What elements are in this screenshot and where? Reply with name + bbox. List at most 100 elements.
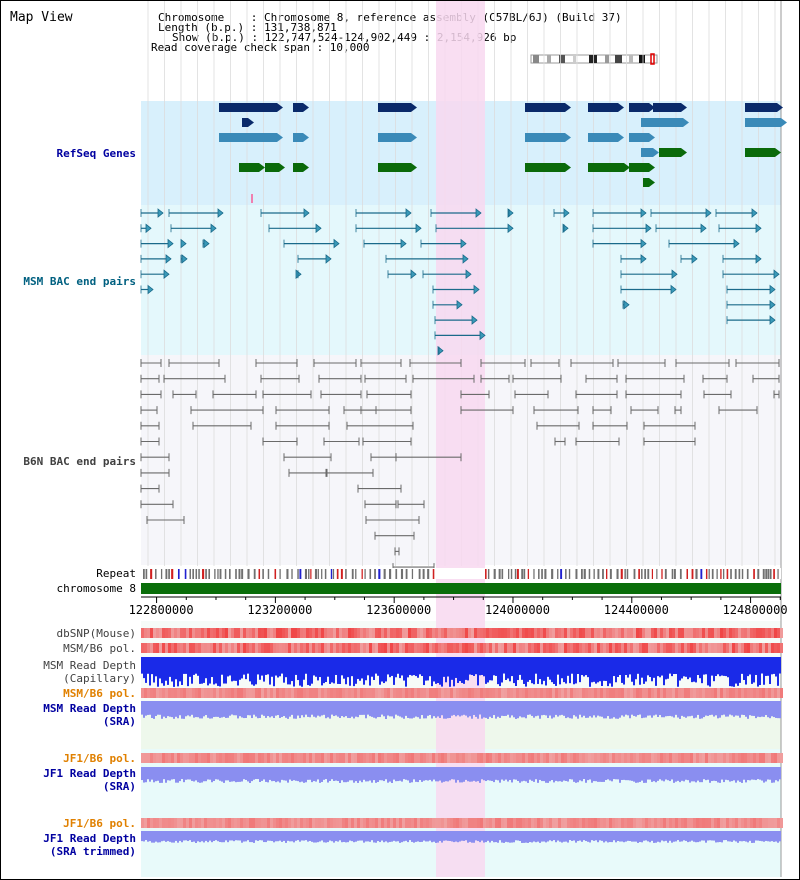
repeat-element[interactable]	[150, 569, 153, 579]
msm-read-depth-cap-bar[interactable]	[557, 657, 559, 675]
dbsnp-cell[interactable]	[231, 628, 234, 638]
msm-b6-pol-cell[interactable]	[639, 643, 642, 653]
msm-read-depth-cap-bar[interactable]	[451, 657, 453, 680]
msm-read-depth-cap-bar[interactable]	[337, 657, 339, 684]
gene-strand-arrow[interactable]	[683, 118, 689, 127]
msm-b6-pol-sra-cell[interactable]	[258, 688, 261, 698]
jf1-b6-pol-cell[interactable]	[684, 753, 687, 763]
jf1-b6-pol-trim-cell[interactable]	[738, 818, 741, 828]
jf1-b6-pol-cell[interactable]	[747, 753, 750, 763]
b6n-bac-end[interactable]	[288, 468, 327, 477]
repeat-element[interactable]	[741, 569, 744, 579]
jf1-read-depth-sra-bar[interactable]	[257, 767, 259, 780]
msm-read-depth-sra-bar[interactable]	[565, 701, 567, 719]
dbsnp-cell[interactable]	[216, 628, 219, 638]
msm-read-depth-cap-bar[interactable]	[397, 657, 399, 674]
msm-read-depth-sra-bar[interactable]	[463, 701, 465, 715]
msm-read-depth-sra-bar[interactable]	[709, 701, 711, 716]
jf1-read-depth-sra-bar[interactable]	[591, 767, 593, 783]
dbsnp-cell[interactable]	[150, 628, 153, 638]
msm-b6-pol-sra-cell[interactable]	[522, 688, 525, 698]
msm-read-depth-sra-bar[interactable]	[641, 701, 643, 719]
jf1-b6-pol-trim-cell[interactable]	[408, 818, 411, 828]
jf1-read-depth-trim-bar[interactable]	[651, 831, 653, 841]
repeat-element[interactable]	[253, 569, 256, 579]
repeat-element[interactable]	[541, 569, 543, 579]
msm-b6-pol-cell[interactable]	[147, 643, 150, 653]
jf1-read-depth-sra-bar[interactable]	[335, 767, 337, 781]
dbsnp-cell[interactable]	[330, 628, 333, 638]
msm-b6-pol-cell[interactable]	[372, 643, 375, 653]
msm-b6-pol-sra-cell[interactable]	[396, 688, 399, 698]
msm-read-depth-sra-bar[interactable]	[447, 701, 449, 719]
msm-b6-pol-sra-cell[interactable]	[495, 688, 498, 698]
dbsnp-cell[interactable]	[510, 628, 513, 638]
jf1-read-depth-sra-bar[interactable]	[777, 767, 779, 782]
repeat-element[interactable]	[314, 569, 317, 579]
dbsnp-cell[interactable]	[252, 628, 255, 638]
msm-read-depth-cap-bar[interactable]	[691, 657, 693, 683]
jf1-read-depth-trim-bar[interactable]	[691, 831, 693, 841]
msm-read-depth-sra-bar[interactable]	[143, 701, 145, 718]
jf1-read-depth-trim-bar[interactable]	[755, 831, 757, 841]
jf1-read-depth-sra-bar[interactable]	[627, 767, 629, 781]
jf1-read-depth-trim-bar[interactable]	[635, 831, 637, 842]
jf1-b6-pol-trim-cell[interactable]	[171, 818, 174, 828]
jf1-read-depth-sra-bar[interactable]	[477, 767, 479, 782]
jf1-read-depth-sra-bar[interactable]	[503, 767, 505, 781]
msm-read-depth-sra-bar[interactable]	[659, 701, 661, 716]
jf1-read-depth-trim-bar[interactable]	[759, 831, 761, 841]
jf1-b6-pol-trim-cell[interactable]	[723, 818, 726, 828]
msm-b6-pol-sra-cell[interactable]	[462, 688, 465, 698]
jf1-read-depth-trim-bar[interactable]	[773, 831, 775, 842]
jf1-read-depth-trim-bar[interactable]	[617, 831, 619, 841]
msm-b6-pol-cell[interactable]	[213, 643, 216, 653]
dbsnp-cell[interactable]	[414, 628, 417, 638]
dbsnp-cell[interactable]	[636, 628, 639, 638]
msm-read-depth-sra-bar[interactable]	[509, 701, 511, 718]
jf1-read-depth-sra-bar[interactable]	[655, 767, 657, 783]
msm-read-depth-cap-bar[interactable]	[709, 657, 711, 687]
msm-b6-pol-cell[interactable]	[192, 643, 195, 653]
jf1-read-depth-trim-bar[interactable]	[593, 831, 595, 841]
jf1-read-depth-trim-bar[interactable]	[729, 831, 731, 842]
repeat-element[interactable]	[523, 569, 526, 579]
msm-b6-pol-sra-cell[interactable]	[558, 688, 561, 698]
msm-read-depth-sra-bar[interactable]	[759, 701, 761, 718]
msm-b6-pol-cell[interactable]	[381, 643, 384, 653]
jf1-b6-pol-cell[interactable]	[312, 753, 315, 763]
msm-read-depth-sra-bar[interactable]	[707, 701, 709, 716]
msm-b6-pol-cell[interactable]	[489, 643, 492, 653]
msm-b6-pol-cell[interactable]	[333, 643, 336, 653]
dbsnp-cell[interactable]	[471, 628, 474, 638]
jf1-read-depth-trim-bar[interactable]	[209, 831, 211, 841]
b6n-bac-end[interactable]	[163, 374, 226, 383]
jf1-read-depth-trim-bar[interactable]	[311, 831, 313, 842]
jf1-read-depth-sra-bar[interactable]	[167, 767, 169, 781]
jf1-read-depth-trim-bar[interactable]	[317, 831, 319, 843]
dbsnp-cell[interactable]	[411, 628, 414, 638]
msm-read-depth-sra-bar[interactable]	[539, 701, 541, 719]
jf1-read-depth-sra-bar[interactable]	[445, 767, 447, 782]
msm-b6-pol-sra-cell[interactable]	[501, 688, 504, 698]
jf1-read-depth-trim-bar[interactable]	[763, 831, 765, 842]
msm-read-depth-sra-bar[interactable]	[749, 701, 751, 716]
msm-b6-pol-sra-cell[interactable]	[513, 688, 516, 698]
jf1-b6-pol-cell[interactable]	[411, 753, 414, 763]
msm-b6-pol-cell[interactable]	[525, 643, 528, 653]
jf1-read-depth-sra-bar[interactable]	[583, 767, 585, 780]
dbsnp-cell[interactable]	[450, 628, 453, 638]
msm-read-depth-sra-bar[interactable]	[639, 701, 641, 715]
msm-b6-pol-sra-cell[interactable]	[714, 688, 717, 698]
jf1-read-depth-sra-bar[interactable]	[593, 767, 595, 782]
jf1-b6-pol-cell[interactable]	[168, 753, 171, 763]
jf1-read-depth-sra-bar[interactable]	[621, 767, 623, 780]
msm-b6-pol-cell[interactable]	[519, 643, 522, 653]
msm-read-depth-sra-bar[interactable]	[407, 701, 409, 718]
msm-b6-pol-cell[interactable]	[234, 643, 237, 653]
dbsnp-cell[interactable]	[534, 628, 537, 638]
jf1-read-depth-trim-bar[interactable]	[499, 831, 501, 841]
msm-read-depth-sra-bar[interactable]	[373, 701, 375, 718]
repeat-element[interactable]	[317, 569, 319, 579]
jf1-b6-pol-cell[interactable]	[144, 753, 147, 763]
